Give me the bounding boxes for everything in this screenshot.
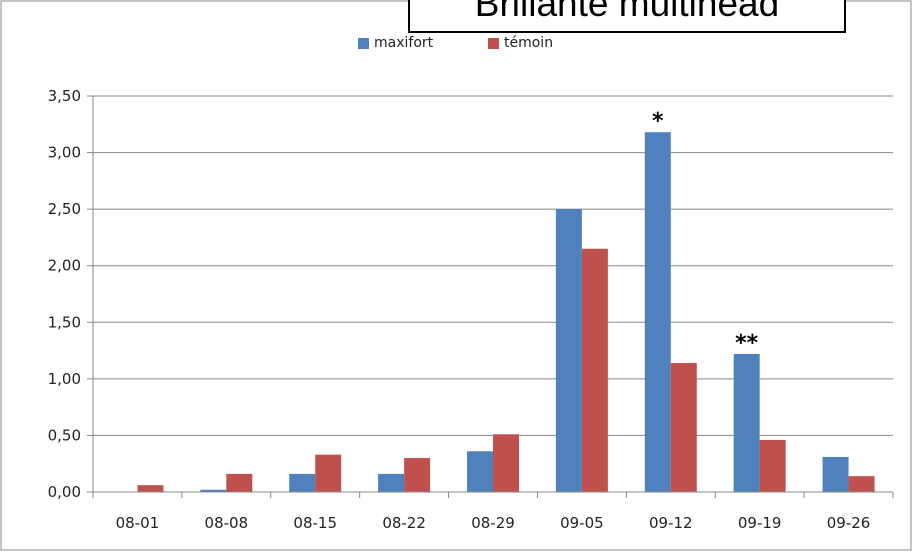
y-tick-label: 2,50 xyxy=(48,200,81,218)
significance-marker: * xyxy=(652,109,664,134)
x-tick-label: 09-12 xyxy=(649,514,693,532)
axes xyxy=(87,95,894,498)
legend-label-maxifort: maxifort xyxy=(374,35,434,51)
bar-temoin-08-29 xyxy=(493,434,519,492)
x-tick-label: 08-29 xyxy=(471,514,515,532)
bar-maxifort-09-05 xyxy=(555,209,582,492)
y-tick-label: 3,00 xyxy=(48,144,81,162)
x-tick-label: 08-08 xyxy=(205,514,249,532)
legend-label-temoin: témoin xyxy=(504,35,554,51)
bar-temoin-08-08 xyxy=(226,473,253,492)
bar-maxifort-08-15 xyxy=(289,473,316,492)
legend-item-temoin: témoin xyxy=(488,35,553,51)
annotations: *** xyxy=(652,109,759,356)
legend-item-maxifort: maxifort xyxy=(358,35,433,51)
axis-labels: 0,00 0,50 1,00 1,50 2,00 2,50 3,00 3,50 08-01 08-… xyxy=(48,87,871,532)
significance-marker: ** xyxy=(735,331,759,356)
bars xyxy=(137,132,875,492)
chart-title: Brillante multihead xyxy=(408,0,846,33)
bar-maxifort-08-08 xyxy=(200,489,227,492)
y-tick-label: 3,50 xyxy=(48,87,81,105)
x-tick-label: 09-05 xyxy=(560,514,604,532)
bar-maxifort-08-29 xyxy=(467,451,493,492)
legend-swatch-maxifort xyxy=(358,37,369,49)
x-tick-label: 09-19 xyxy=(738,514,782,532)
bar-temoin-09-19 xyxy=(759,439,786,492)
bar-maxifort-08-22 xyxy=(378,473,405,492)
bar-temoin-09-05 xyxy=(581,248,608,492)
bar-maxifort-09-12 xyxy=(644,132,671,492)
bar-temoin-08-15 xyxy=(315,454,342,492)
bar-temoin-08-22 xyxy=(404,458,431,492)
x-tick-label: 08-22 xyxy=(382,514,426,532)
x-tick-label: 08-01 xyxy=(116,514,160,532)
x-tick-label: 09-26 xyxy=(827,514,871,532)
y-tick-label: 1,50 xyxy=(48,313,81,331)
y-tick-label: 0,00 xyxy=(48,483,81,501)
y-tick-label: 1,00 xyxy=(48,370,81,388)
bar-temoin-08-01 xyxy=(137,485,164,492)
y-tick-label: 0,50 xyxy=(48,426,81,444)
legend-swatch-temoin xyxy=(488,37,499,49)
bar-temoin-09-12 xyxy=(670,363,697,492)
bar-temoin-09-26 xyxy=(848,476,875,492)
y-tick-label: 2,00 xyxy=(48,257,81,275)
x-tick-label: 08-15 xyxy=(293,514,337,532)
bar-maxifort-09-26 xyxy=(822,456,849,492)
bar-maxifort-09-19 xyxy=(733,353,760,492)
